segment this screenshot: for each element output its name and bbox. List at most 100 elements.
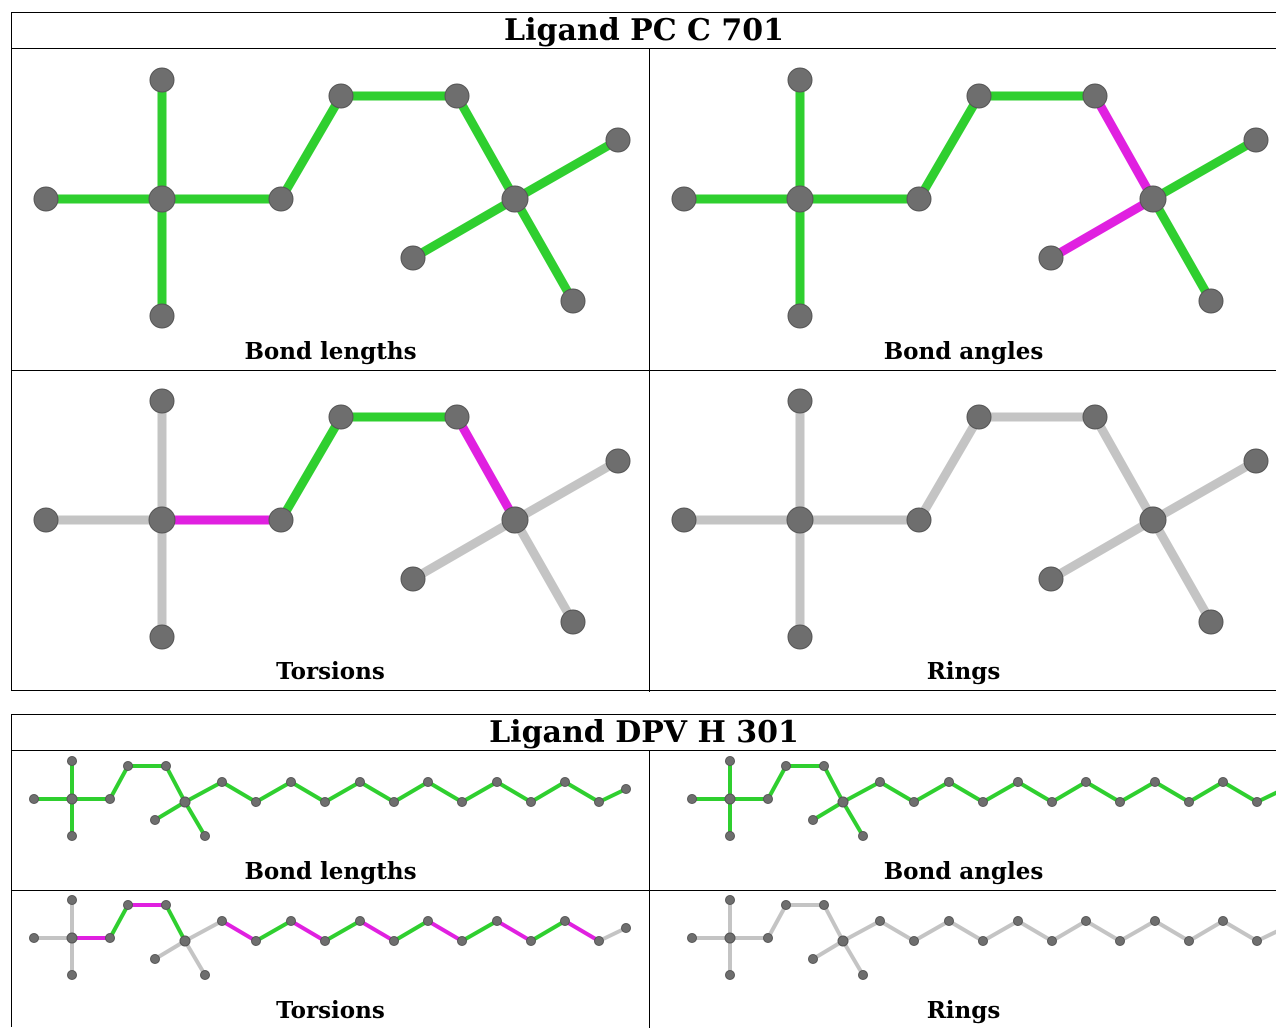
panel-caption: Torsions — [276, 658, 385, 685]
atom — [149, 388, 175, 414]
atom — [389, 797, 399, 807]
bond — [426, 919, 464, 943]
molecule-diagram — [671, 388, 1269, 650]
bond — [164, 764, 187, 804]
atom — [787, 303, 813, 329]
bond — [841, 800, 865, 838]
atom — [200, 831, 210, 841]
atom — [148, 185, 176, 213]
panel-torsions: Torsions — [12, 891, 649, 1028]
atom — [671, 507, 697, 533]
bond — [912, 780, 951, 804]
atom — [1184, 936, 1194, 946]
atom — [355, 777, 365, 787]
bond — [408, 515, 520, 584]
bond — [183, 919, 224, 943]
bond — [822, 903, 845, 943]
atom — [1081, 777, 1091, 787]
bond — [878, 780, 916, 804]
atom — [67, 756, 77, 766]
atom — [1150, 777, 1160, 787]
atom — [423, 916, 433, 926]
bond — [452, 91, 520, 204]
bond — [426, 780, 464, 804]
bond — [323, 919, 362, 943]
atom — [200, 970, 210, 980]
panel-caption: Bond lengths — [244, 858, 417, 885]
bond — [1221, 919, 1259, 943]
bond — [408, 194, 520, 263]
bond — [947, 780, 985, 804]
atom — [808, 815, 818, 825]
row-divider — [12, 890, 1276, 891]
atom — [251, 797, 261, 807]
bond — [183, 939, 207, 977]
atom — [687, 933, 697, 943]
atom — [67, 831, 77, 841]
bond — [1046, 515, 1158, 584]
atom — [687, 794, 697, 804]
atom — [161, 761, 171, 771]
molecule-diagram — [687, 895, 1276, 980]
panel-rings: Rings — [650, 891, 1276, 1028]
panel-caption: Torsions — [276, 997, 385, 1024]
atom — [621, 784, 631, 794]
atom — [594, 797, 604, 807]
bond — [358, 780, 396, 804]
atom — [966, 404, 992, 430]
atom — [67, 970, 77, 980]
atom — [787, 67, 813, 93]
bond — [1153, 780, 1191, 804]
bond — [981, 919, 1020, 943]
atom — [724, 932, 736, 944]
bond — [1148, 456, 1261, 525]
molecule-diagram — [33, 67, 631, 329]
bond — [392, 780, 430, 804]
atom — [906, 186, 932, 212]
bond — [914, 412, 984, 525]
row-divider — [12, 370, 1276, 371]
bond — [254, 919, 293, 943]
bond — [914, 91, 984, 204]
atom — [594, 936, 604, 946]
bond — [452, 412, 520, 525]
atom — [875, 916, 885, 926]
atom — [978, 797, 988, 807]
atom — [787, 388, 813, 414]
bond — [1148, 515, 1216, 627]
atom — [251, 936, 261, 946]
bond — [1118, 919, 1157, 943]
atom — [33, 507, 59, 533]
bond — [1084, 919, 1122, 943]
bond — [811, 939, 845, 961]
bond — [841, 780, 882, 804]
bond — [878, 919, 916, 943]
atom — [149, 67, 175, 93]
atom — [621, 923, 631, 933]
atom — [1184, 797, 1194, 807]
atom — [526, 936, 536, 946]
bond — [811, 800, 845, 822]
atom — [149, 624, 175, 650]
bond — [1084, 780, 1122, 804]
bond — [981, 780, 1020, 804]
bond — [220, 919, 258, 943]
bond — [392, 919, 430, 943]
atom — [875, 777, 885, 787]
atom — [501, 506, 529, 534]
atom — [763, 933, 773, 943]
bond — [358, 919, 396, 943]
atom — [286, 777, 296, 787]
ligand-table-2: Ligand DPV H 301 Bond lengths Bond angle… — [11, 714, 1276, 1028]
atom — [909, 797, 919, 807]
atom — [1218, 777, 1228, 787]
atom — [978, 936, 988, 946]
atom — [355, 916, 365, 926]
molecule-diagram — [29, 756, 631, 841]
atom — [1198, 609, 1224, 635]
bond — [153, 939, 187, 961]
atom — [1218, 916, 1228, 926]
bond — [460, 780, 499, 804]
atom — [105, 794, 115, 804]
bond — [1016, 919, 1054, 943]
